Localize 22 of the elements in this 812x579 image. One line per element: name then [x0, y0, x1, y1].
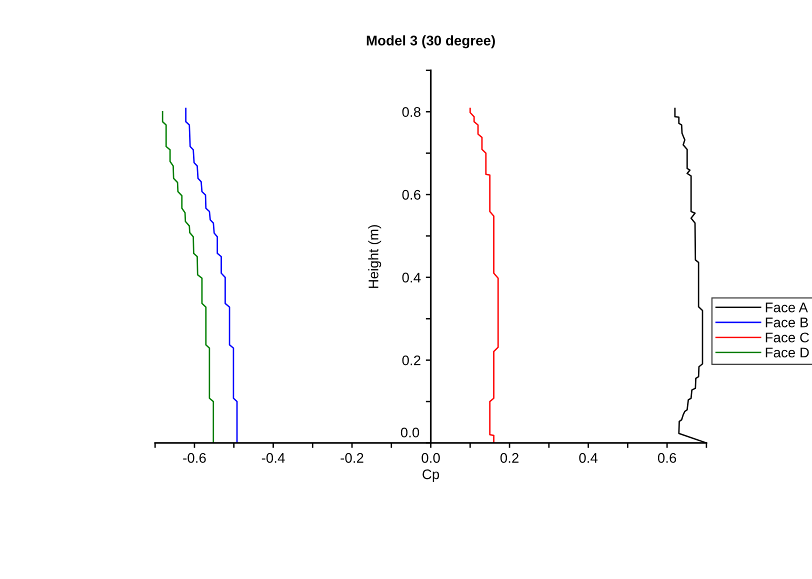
legend-label: Face B [766, 318, 808, 328]
x-tick-label: -0.6 [183, 453, 206, 463]
x-tick-label: 0.2 [500, 453, 518, 463]
chart-title: Model 3 (30 degree) [366, 35, 495, 48]
y-tick-label: 0.2 [402, 355, 420, 366]
x-tick-label: -0.2 [340, 453, 364, 463]
x-tick-label: 0.0 [422, 453, 440, 463]
line-series [469, 108, 499, 443]
x-tick-label: 0.6 [658, 453, 676, 463]
y-axis-title: Height (m) [368, 225, 382, 288]
y-tick-label: 0.6 [402, 190, 420, 200]
y-tick-label: 0.4 [402, 272, 421, 283]
y-tick-label: 0.8 [402, 107, 420, 117]
line-series [185, 108, 238, 443]
legend-label: Face D [766, 348, 809, 358]
legend-label: Face C [766, 332, 809, 342]
x-axis-title: Cp [422, 469, 440, 482]
legend-label: Face A [766, 302, 808, 312]
x-tick-label: 0.4 [579, 453, 598, 463]
y-tick-label: 0.0 [400, 428, 420, 438]
line-series [162, 111, 214, 443]
x-tick-label: -0.4 [262, 453, 285, 463]
